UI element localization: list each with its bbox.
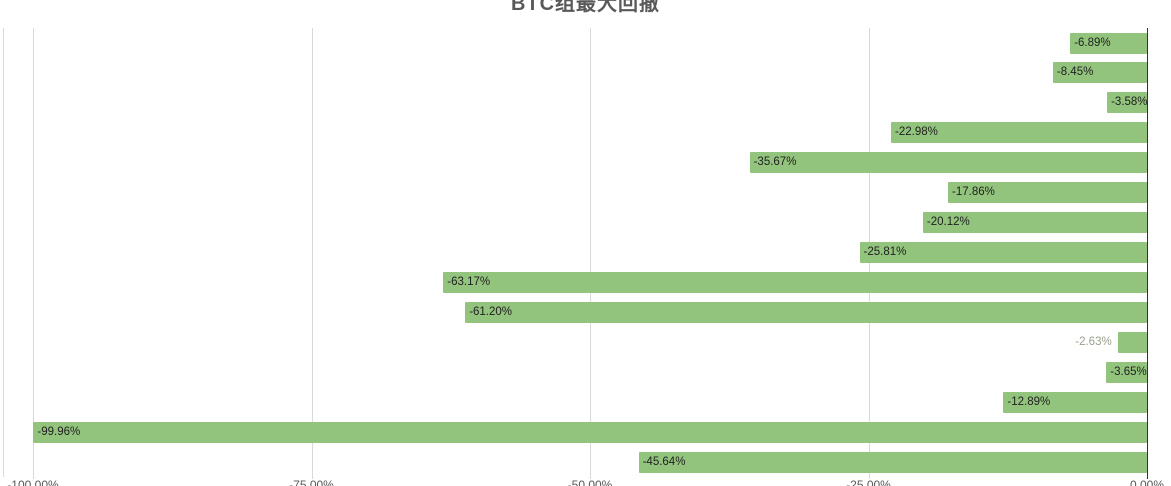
bar	[859, 242, 1147, 263]
zero-axis-line	[1147, 28, 1148, 479]
bar-label: -3.58%	[1111, 96, 1148, 109]
bar-label: -3.65%	[1110, 365, 1147, 378]
x-tick-label: -50.00%	[567, 478, 613, 486]
bar-label: -17.86%	[952, 186, 995, 199]
bar-label: -45.64%	[642, 455, 686, 468]
x-tick-label: -25.00%	[846, 478, 891, 486]
bar-label: -2.63%	[1075, 335, 1112, 348]
bar	[1003, 391, 1147, 413]
x-tick-label: 0.00%	[1129, 478, 1165, 486]
bar-label: -63.17%	[447, 275, 491, 288]
bar	[749, 152, 1147, 174]
bar	[443, 271, 1147, 293]
bar	[948, 182, 1147, 204]
gridline	[311, 28, 313, 479]
bar-label: -22.98%	[895, 126, 938, 139]
bar-label: -35.67%	[753, 156, 797, 169]
bar	[465, 301, 1147, 323]
bar	[638, 451, 1147, 473]
bar	[1117, 331, 1147, 353]
bar	[33, 421, 1147, 443]
bar-label: -8.45%	[1056, 66, 1094, 79]
chart-title: BTC组最大回撤	[510, 0, 661, 15]
x-tick-label: -100.00%	[7, 478, 59, 486]
bar	[891, 122, 1147, 144]
bar-label: -99.96%	[37, 425, 81, 438]
bar	[1052, 62, 1147, 84]
gridline	[33, 28, 34, 479]
bar	[1107, 92, 1147, 114]
bar	[1106, 361, 1147, 383]
bar-label: -25.81%	[863, 246, 907, 258]
plot-left-border	[3, 28, 4, 477]
gridline	[590, 28, 591, 479]
bar	[1070, 32, 1147, 54]
bar-label: -61.20%	[469, 305, 513, 318]
bar-label: -6.89%	[1074, 36, 1111, 49]
bar-label: -12.89%	[1007, 395, 1051, 408]
bar	[922, 212, 1147, 234]
bar-label: -20.12%	[926, 216, 970, 229]
x-tick-label: -75.00%	[289, 478, 334, 486]
